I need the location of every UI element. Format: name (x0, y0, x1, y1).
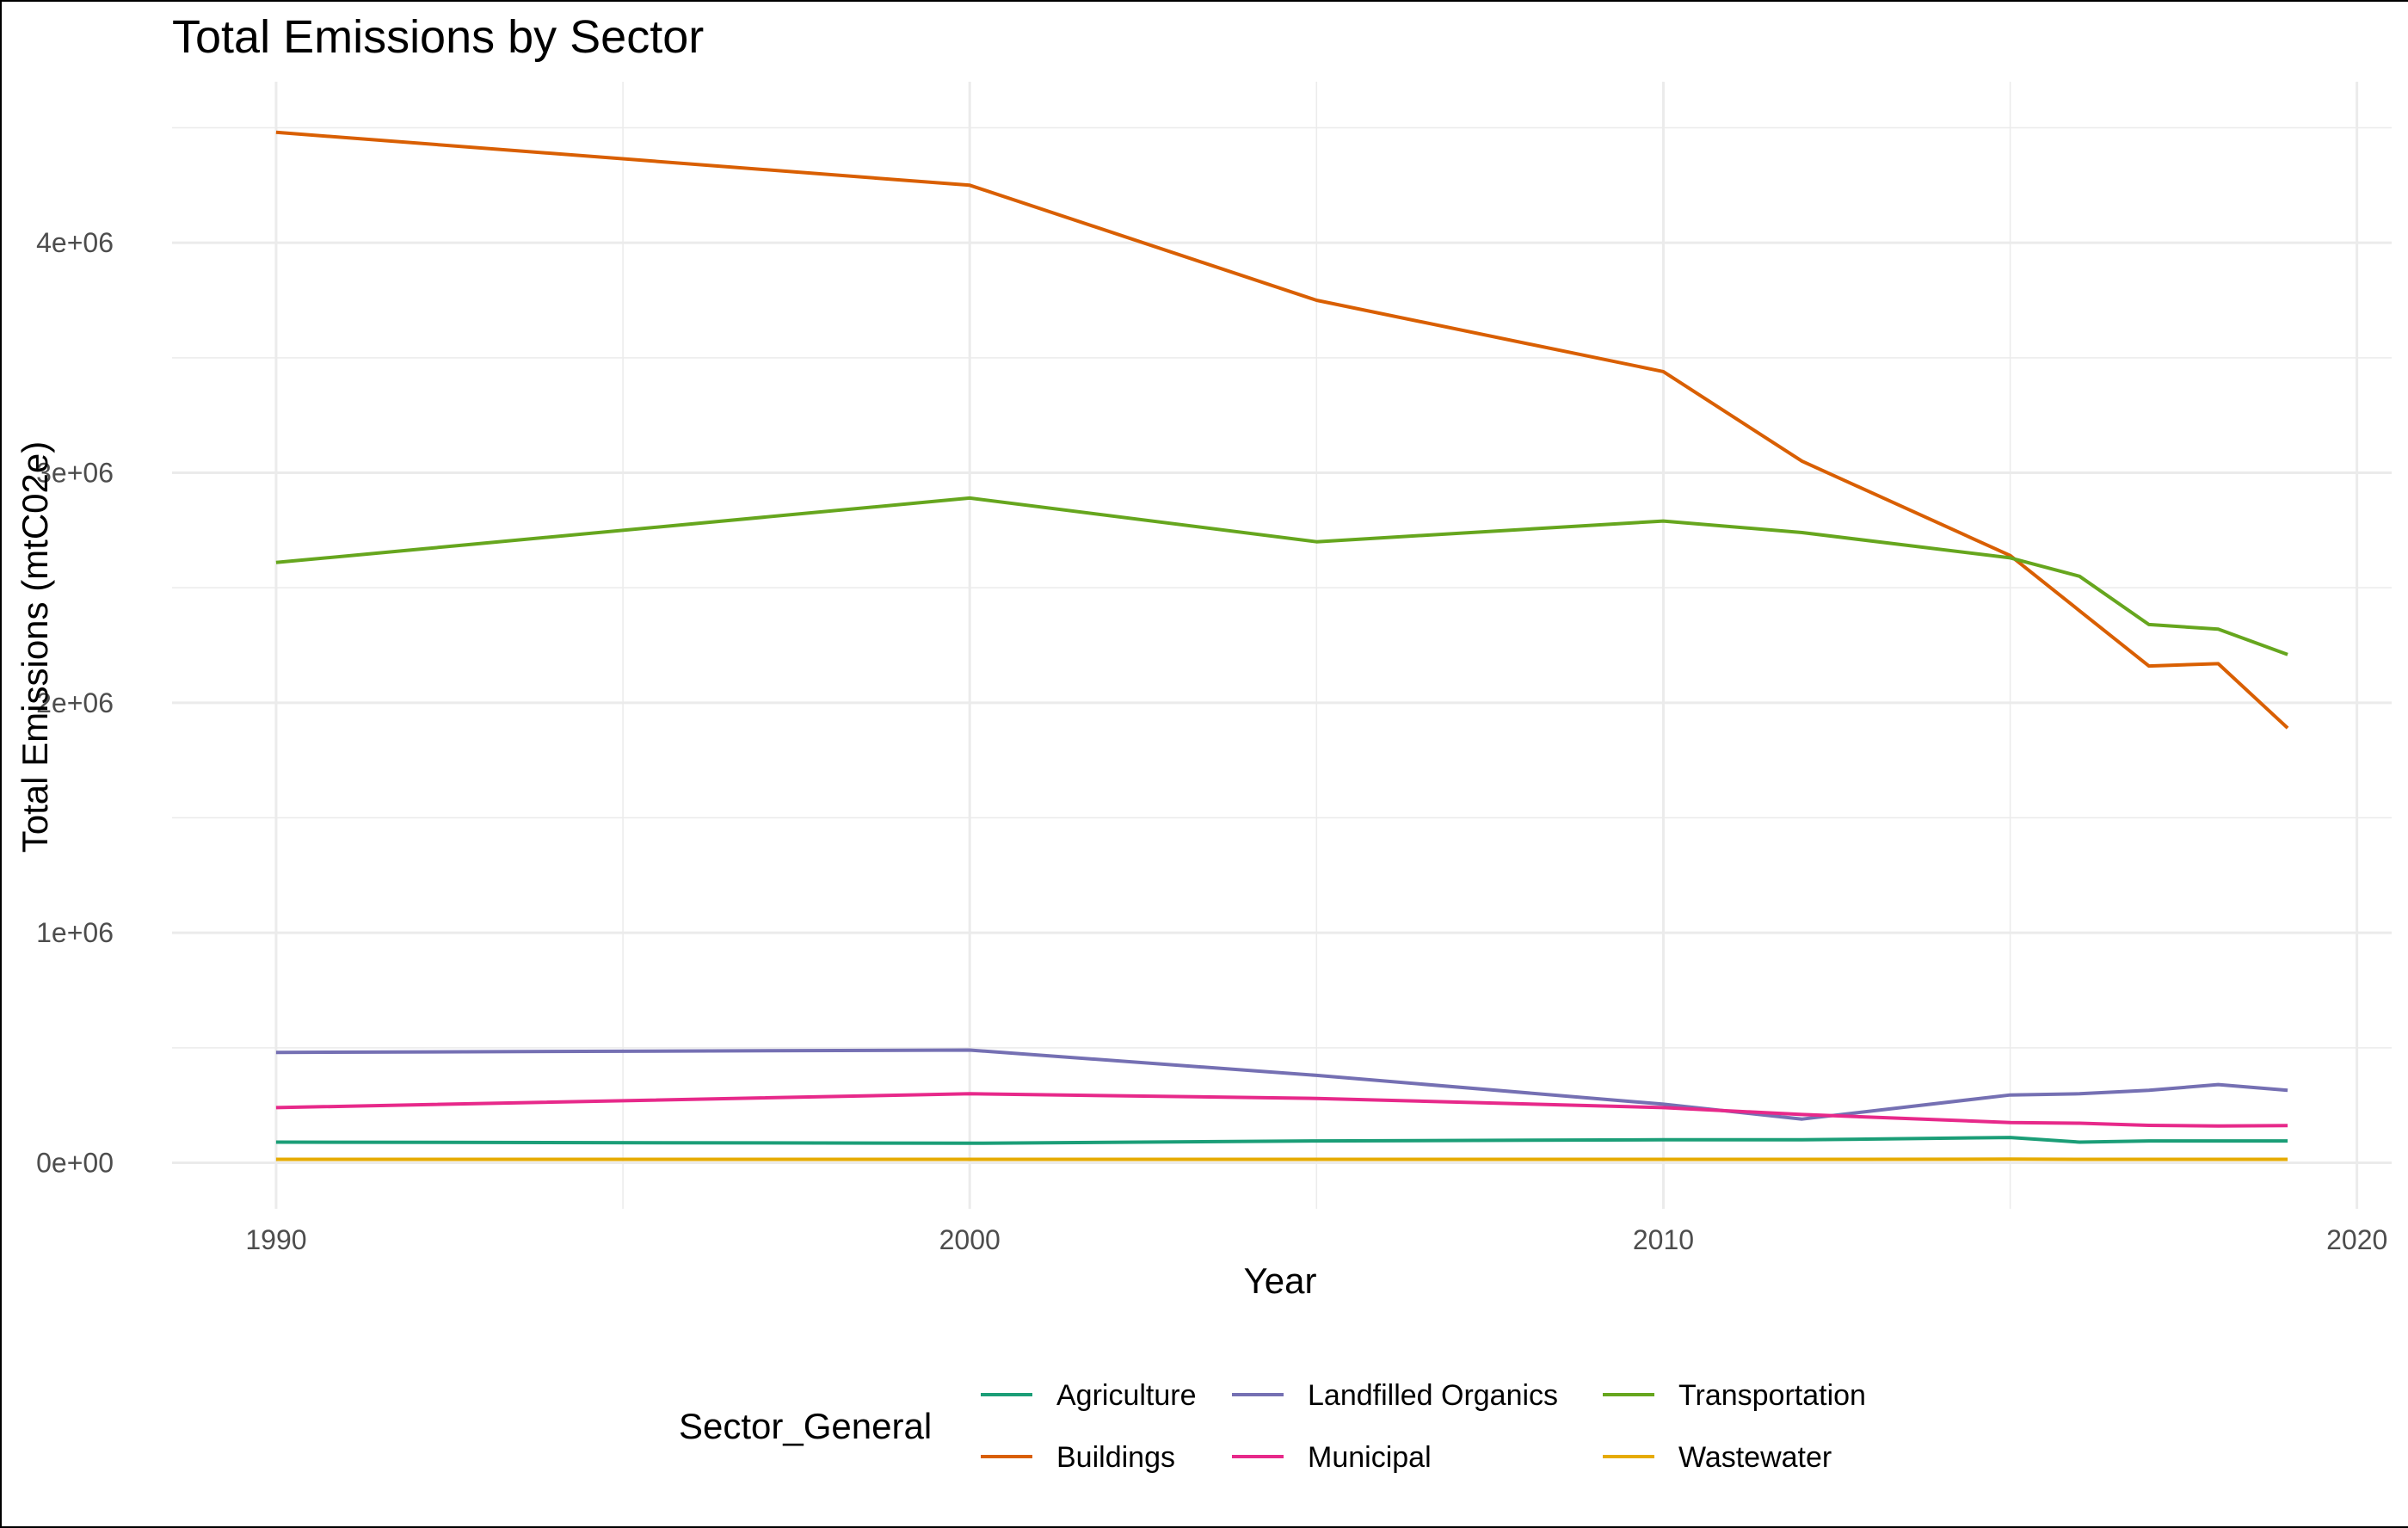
y-tick-label: 1e+06 (36, 917, 114, 948)
y-tick-label: 4e+06 (36, 227, 114, 258)
legend-item-wastewater: Wastewater (1603, 1441, 1832, 1474)
legend-item-landfilled-organics: Landfilled Organics (1232, 1379, 1558, 1412)
legend-item-transportation: Transportation (1603, 1379, 1866, 1412)
legend-label: Agriculture (1056, 1379, 1197, 1412)
legend-label: Municipal (1308, 1441, 1432, 1474)
x-tick-label: 2010 (1633, 1224, 1694, 1255)
legend-item-agriculture: Agriculture (981, 1379, 1197, 1412)
y-tick-label: 0e+00 (36, 1148, 114, 1179)
series-line-agriculture (276, 1137, 2288, 1143)
legend-label: Wastewater (1678, 1441, 1832, 1474)
x-tick-label: 1990 (245, 1224, 306, 1255)
legend-title: Sector_General (679, 1406, 932, 1446)
major-gridlines (172, 82, 2392, 1209)
x-axis-title: Year (1244, 1260, 1317, 1301)
x-axis-tick-labels: 1990 2000 2010 2020 (245, 1224, 2387, 1255)
series-lines (276, 132, 2288, 1160)
chart-title: Total Emissions by Sector (172, 11, 704, 63)
x-tick-label: 2000 (939, 1224, 1001, 1255)
x-tick-label: 2020 (2326, 1224, 2387, 1255)
legend-label: Landfilled Organics (1308, 1379, 1558, 1412)
minor-gridlines (172, 82, 2392, 1209)
legend: Sector_General Agriculture Buildings Landf… (679, 1379, 1866, 1474)
legend-label: Buildings (1056, 1441, 1175, 1474)
legend-item-buildings: Buildings (981, 1441, 1175, 1474)
legend-item-municipal: Municipal (1232, 1441, 1432, 1474)
series-line-landfilled-organics (276, 1050, 2288, 1119)
legend-items: Agriculture Buildings Landfilled Organics M… (981, 1379, 1866, 1474)
series-line-transportation (276, 498, 2288, 655)
legend-label: Transportation (1678, 1379, 1866, 1412)
y-axis-title: Total Emissions (mtC02e) (15, 441, 55, 853)
series-line-buildings (276, 132, 2288, 728)
